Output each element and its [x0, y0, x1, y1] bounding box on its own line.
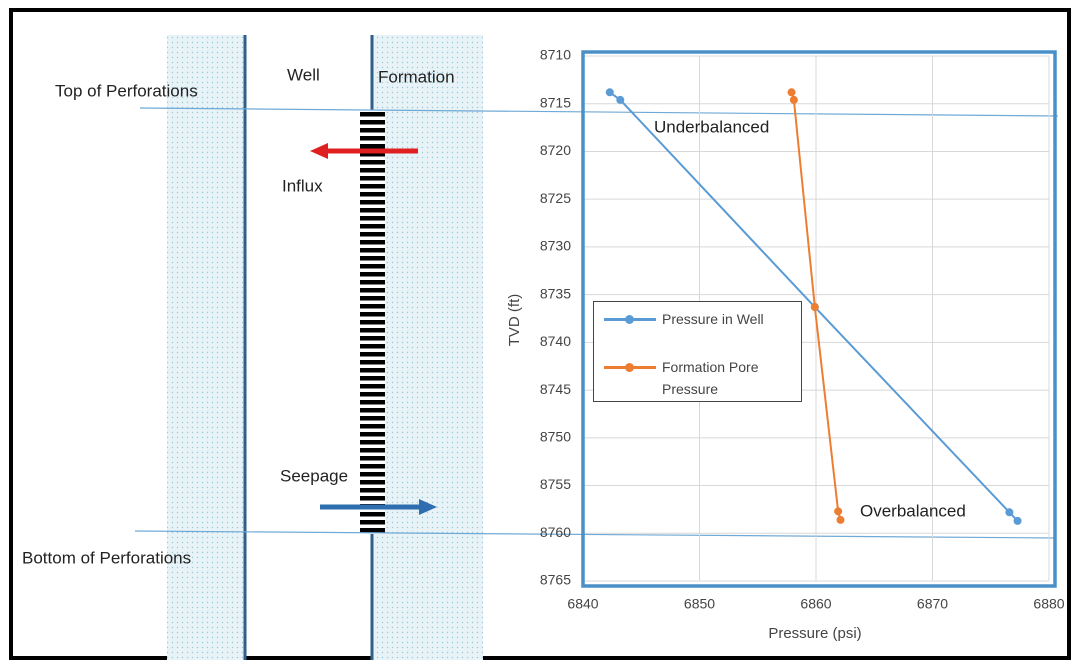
- y-tick-label: 8720: [540, 142, 571, 158]
- x-tick-label: 6870: [917, 596, 948, 612]
- well-label: Well: [287, 65, 320, 84]
- x-tick-label: 6850: [684, 596, 715, 612]
- bottom-perf-line: [134, 530, 1056, 539]
- y-tick-label: 8760: [540, 524, 571, 540]
- formation-label: Formation: [378, 67, 455, 86]
- legend: Pressure in Well Formation Pore Pressure: [593, 301, 802, 402]
- seepage-arrow-head: [419, 499, 437, 515]
- top-label: Top of Perforations: [55, 81, 198, 100]
- data-point: [1013, 516, 1022, 525]
- y-tick-label: 8725: [540, 190, 571, 206]
- x-tick-label: 6840: [567, 596, 598, 612]
- formation-band: [372, 35, 483, 660]
- y-tick-label: 8730: [540, 238, 571, 254]
- data-point: [836, 515, 845, 524]
- frame: [9, 8, 1071, 660]
- data-point: [1005, 508, 1014, 517]
- influx-label: Influx: [282, 176, 323, 195]
- formation-band: [167, 35, 245, 660]
- data-point: [616, 95, 625, 104]
- legend-swatch: [604, 362, 656, 372]
- bottom-label: Bottom of Perforations: [22, 548, 191, 567]
- x-tick-label: 6880: [1033, 596, 1064, 612]
- y-axis-title: TVD (ft): [506, 294, 523, 347]
- y-tick-label: 8710: [540, 47, 571, 63]
- legend-label: Formation Pore Pressure: [662, 359, 759, 397]
- data-point: [789, 95, 798, 104]
- annotation: Overbalanced: [860, 501, 966, 520]
- data-point: [834, 507, 843, 516]
- perforations: [360, 110, 385, 534]
- y-tick-label: 8750: [540, 429, 571, 445]
- data-point: [787, 88, 796, 97]
- y-tick-label: 8745: [540, 381, 571, 397]
- data-point: [810, 303, 819, 312]
- x-axis-title: Pressure (psi): [768, 625, 861, 642]
- influx-arrow-head: [310, 143, 328, 159]
- y-tick-label: 8735: [540, 285, 571, 301]
- legend-label: Pressure in Well: [662, 311, 764, 327]
- plot-frame: [581, 50, 1057, 588]
- legend-swatch: [604, 314, 656, 324]
- y-tick-label: 8715: [540, 94, 571, 110]
- annotation: Underbalanced: [654, 117, 769, 136]
- seepage-label: Seepage: [280, 466, 348, 485]
- data-point: [605, 88, 614, 97]
- y-tick-label: 8755: [540, 476, 571, 492]
- y-tick-label: 8740: [540, 333, 571, 349]
- top-perf-line: [139, 107, 1059, 117]
- y-tick-label: 8765: [540, 572, 571, 588]
- x-tick-label: 6860: [800, 596, 831, 612]
